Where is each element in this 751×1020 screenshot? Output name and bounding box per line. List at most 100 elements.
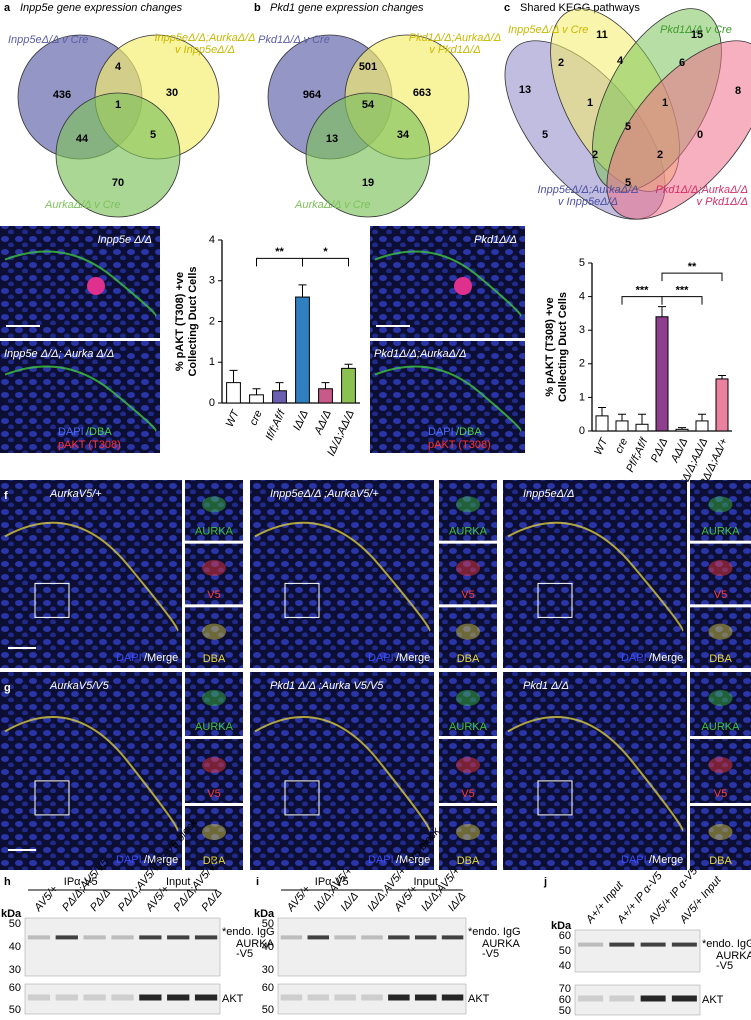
venn-count: 1 <box>662 97 668 109</box>
significance-bracket <box>661 296 703 305</box>
stain-label: DAPI <box>368 854 394 866</box>
band <box>167 994 190 1001</box>
venn-count: 2 <box>657 149 663 161</box>
band <box>671 942 697 947</box>
venn-count: 8 <box>735 85 741 97</box>
venn-count: 0 <box>697 129 703 141</box>
significance-bracket <box>661 272 723 282</box>
band <box>334 994 356 1001</box>
micrograph <box>503 480 687 668</box>
membrane-stain <box>507 521 684 632</box>
blot-note: -V5 <box>482 948 499 960</box>
roi-box <box>34 582 70 618</box>
group-label: Input <box>166 876 190 888</box>
micrograph <box>185 480 243 541</box>
image-label: Pkd1Δ/Δ <box>474 234 517 246</box>
band <box>388 994 410 1001</box>
error-bar <box>344 363 353 369</box>
micrograph <box>0 341 160 453</box>
stain-label: DAPI <box>116 854 142 866</box>
venn-set-label: Inpp5eΔ/Δ v Cre <box>508 24 588 36</box>
micrograph <box>0 226 160 338</box>
micrograph <box>250 672 434 870</box>
image-label: Pkd1 Δ/Δ <box>523 680 569 692</box>
y-tick-label: 4 <box>209 234 215 246</box>
marker-label: 50 <box>559 945 571 957</box>
stain-label: pAKT (T308) <box>428 439 491 451</box>
venn-count: 964 <box>303 89 322 101</box>
significance-label: ** <box>275 246 284 258</box>
inset-label: DBA <box>457 653 480 665</box>
kda-label: kDa <box>254 908 275 920</box>
venn-count: 6 <box>679 57 685 69</box>
image-label: Pkd1Δ/Δ;AurkaΔ/Δ <box>374 348 467 360</box>
roi-box <box>284 780 320 816</box>
lane-label: AV5/+ <box>32 883 61 915</box>
marker-label: 60 <box>559 930 571 942</box>
micrograph <box>0 480 182 668</box>
stain-label: /Merge <box>144 854 178 866</box>
pakt-signal <box>454 277 472 295</box>
inset-signal <box>708 496 733 513</box>
band <box>280 994 303 1001</box>
error-bar <box>229 369 238 383</box>
error-bar <box>298 284 307 298</box>
membrane-stain <box>4 250 157 317</box>
venn-count: 663 <box>413 87 431 99</box>
membrane-stain <box>254 716 431 832</box>
venn-count: 15 <box>691 29 703 41</box>
bar <box>675 428 689 432</box>
micrograph <box>439 543 497 605</box>
venn-count: 4 <box>115 61 122 73</box>
y-tick-label: 5 <box>579 257 585 269</box>
stain-label: /Merge <box>144 652 178 664</box>
band <box>111 935 134 940</box>
venn-set-label: v Pkd1Δ/Δ <box>697 196 748 208</box>
y-axis-label: Collecting Duct Cells <box>557 292 569 402</box>
micrograph <box>185 543 243 605</box>
band <box>361 935 383 940</box>
x-tick-label: WT <box>224 407 243 429</box>
group-label: Input <box>413 876 437 888</box>
inset-label: DBA <box>709 855 732 867</box>
y-axis-label: % pAKT (T308) +ve <box>544 297 556 396</box>
inset-signal <box>708 824 733 840</box>
micrograph <box>503 672 687 870</box>
micrograph <box>185 672 243 736</box>
micrograph <box>690 806 751 870</box>
blot-note: AKT <box>468 993 490 1005</box>
marker-label: 50 <box>559 1005 571 1017</box>
y-axis-label: % pAKT (T308) +ve <box>174 272 186 371</box>
blot-note: -V5 <box>716 960 733 972</box>
inset-signal <box>708 560 733 576</box>
inset-label: AURKA <box>195 721 234 733</box>
panel-label: j <box>543 876 547 888</box>
venn-title: Inpp5e gene expression changes <box>20 2 183 14</box>
venn-set-label: Pkd1Δ/Δ;AurkaΔ/Δ <box>409 32 502 44</box>
error-bar <box>658 306 666 317</box>
inset-label: V5 <box>714 788 727 800</box>
venn-set-label: Pkd1Δ/Δ;AurkaΔ/Δ <box>656 184 749 196</box>
inset-label: V5 <box>207 589 220 601</box>
micrograph <box>439 806 497 870</box>
band <box>55 935 78 940</box>
band <box>83 994 106 1001</box>
micrograph <box>185 739 243 803</box>
y-tick-label: 3 <box>579 324 585 336</box>
lane-label: AV5/+ <box>284 883 313 915</box>
membrane-stain <box>374 250 522 317</box>
venn-count: 436 <box>53 89 71 101</box>
venn-count: 30 <box>166 87 178 99</box>
venn-set-label: v Inpp5eΔ/Δ <box>558 196 618 208</box>
inset-label: DBA <box>457 855 480 867</box>
image-label: Inpp5e Δ/Δ <box>97 234 152 246</box>
inset-signal <box>708 690 733 706</box>
lane-label: IΔ/Δ <box>446 890 469 914</box>
band <box>609 995 635 1002</box>
kda-label: kDa <box>1 908 22 920</box>
venn-count: 2 <box>592 149 598 161</box>
inset-label: AURKA <box>195 526 234 538</box>
bar <box>715 378 729 432</box>
marker-label: 50 <box>262 918 274 930</box>
